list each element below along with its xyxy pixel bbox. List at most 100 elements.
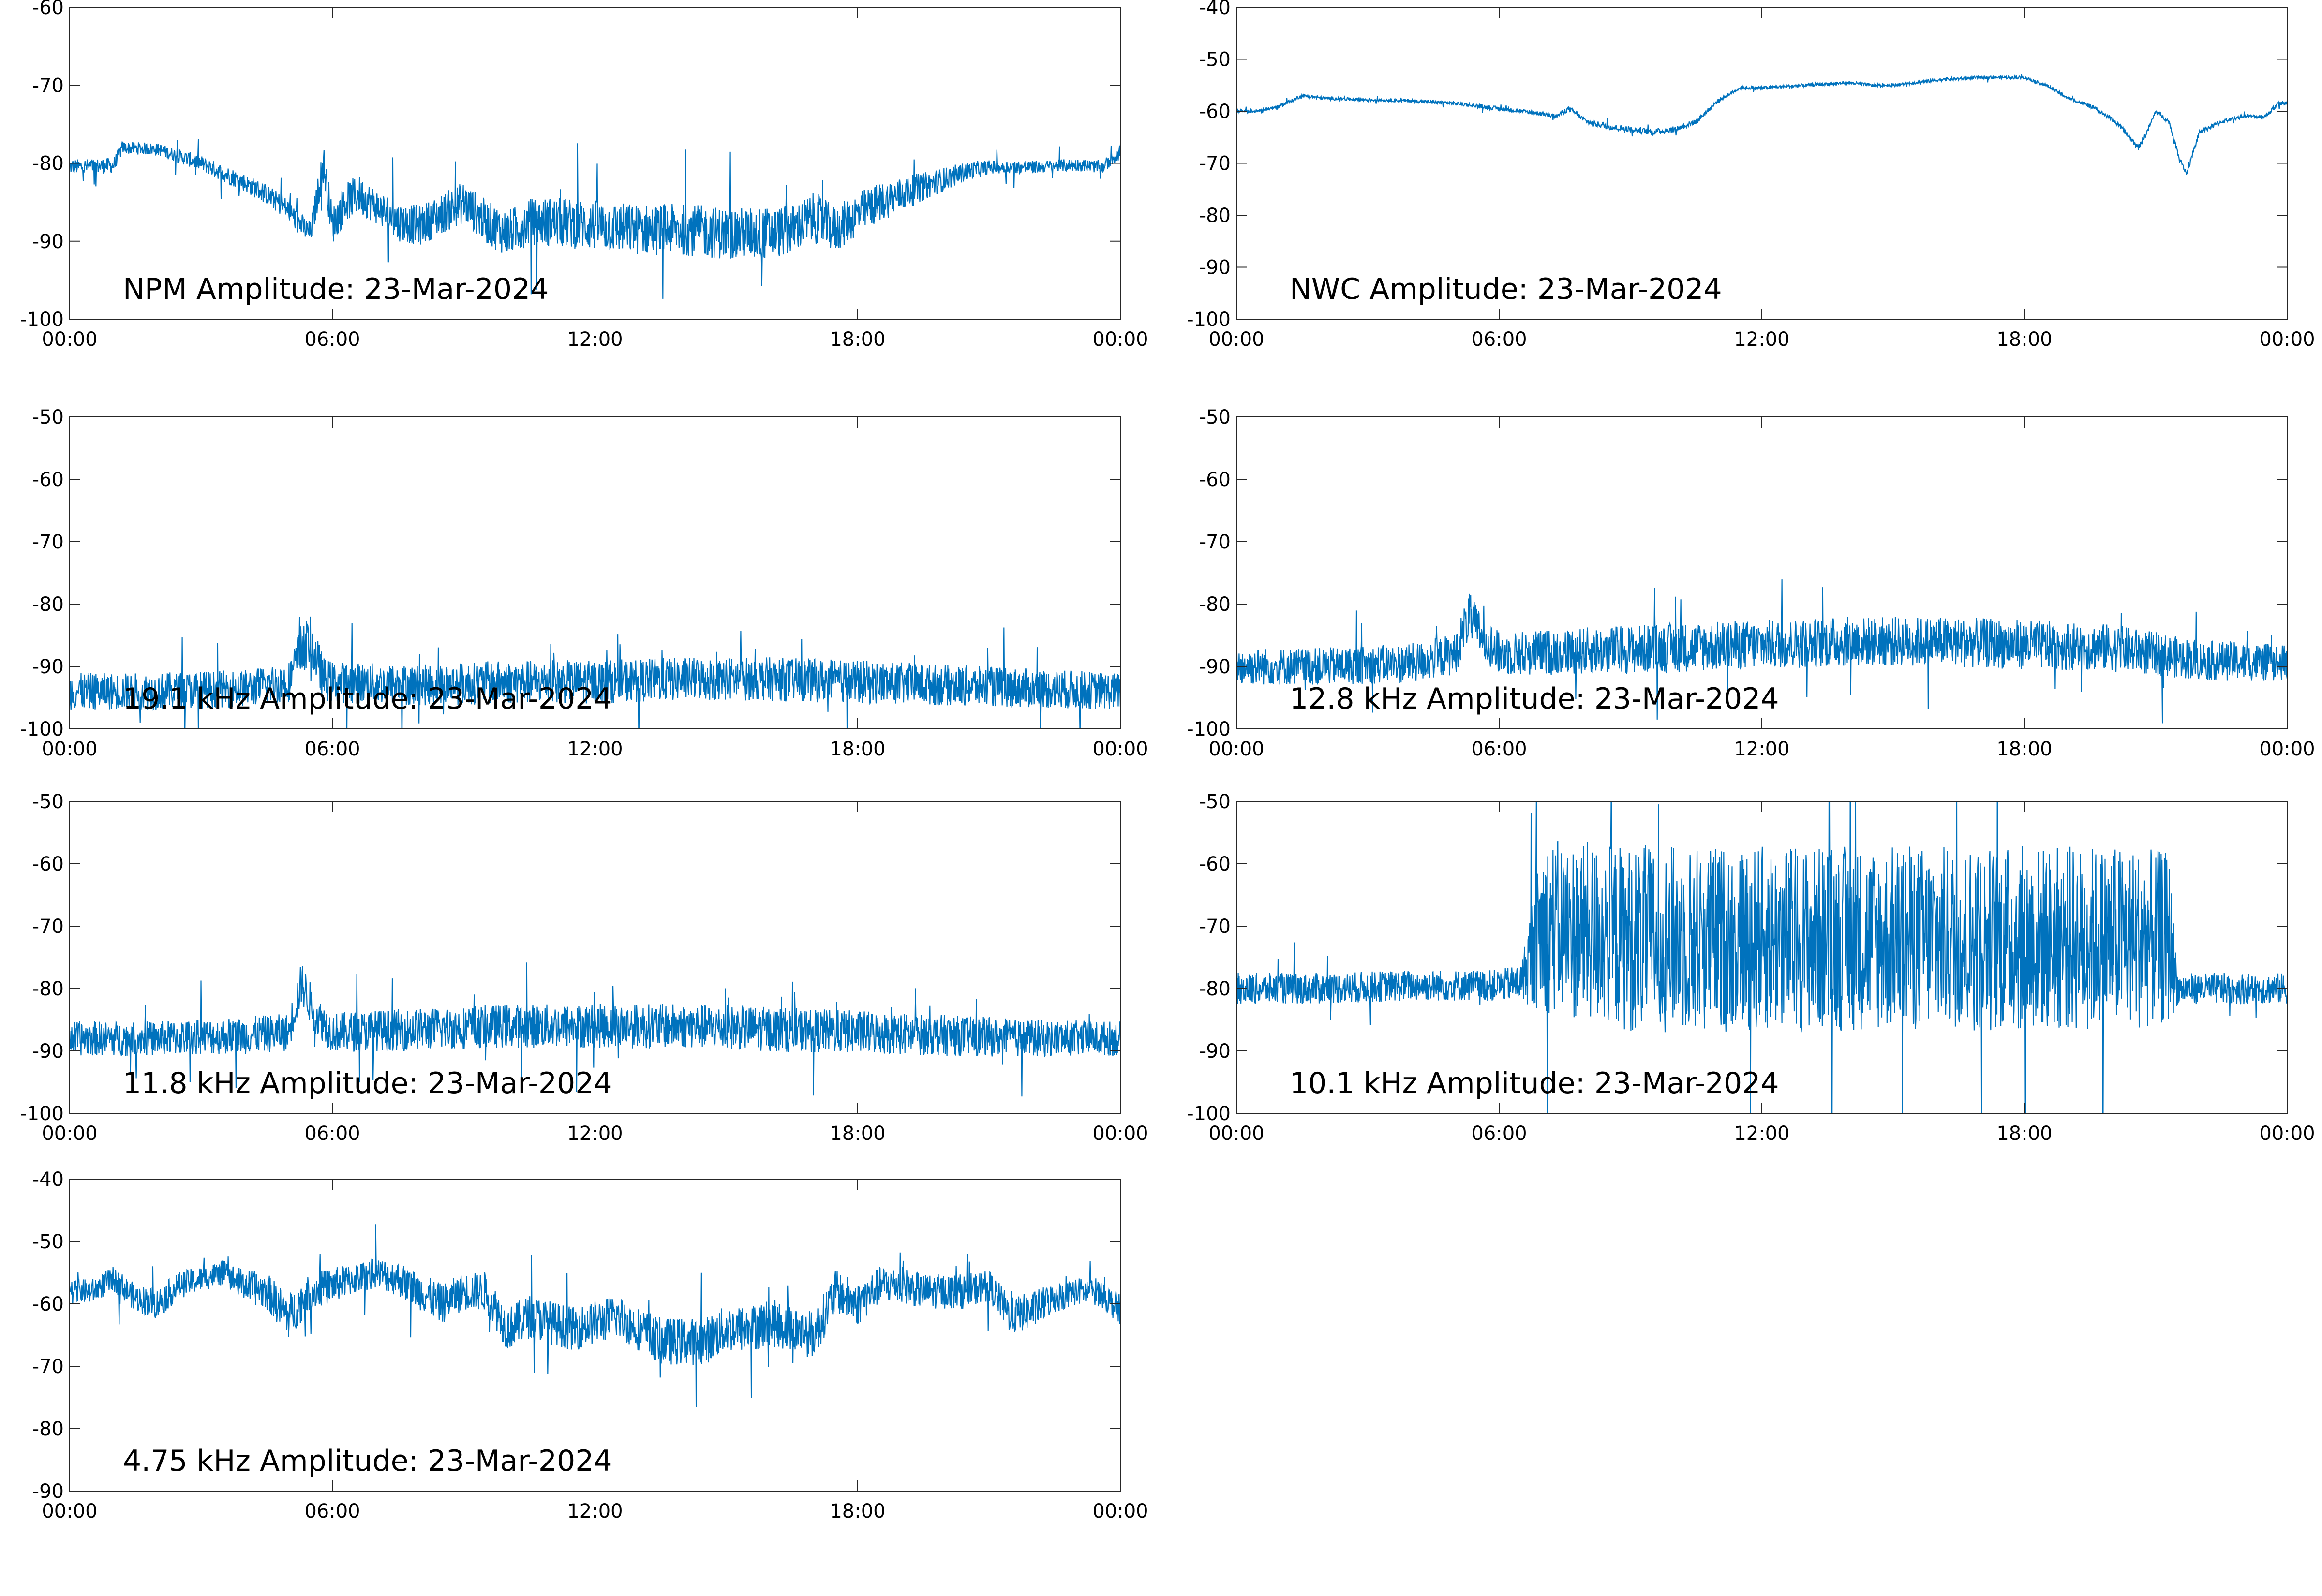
y-tick-label: -90	[32, 1040, 64, 1063]
chart-title: 4.75 kHz Amplitude: 23-Mar-2024	[123, 1444, 612, 1478]
chart-panel-3: 00:00 06:00 12:00 18:00 00:00 -50 -60 -70 -80 -90…	[20, 406, 1148, 760]
chart-title: 19.1 kHz Amplitude: 23-Mar-2024	[123, 682, 612, 716]
x-tick-label: 00:00	[1092, 328, 1148, 351]
y-tick-label: -90	[32, 1480, 64, 1503]
x-tick-label: 12:00	[567, 328, 623, 351]
series-line-1	[70, 616, 1120, 729]
y-tick-label: -60	[32, 0, 64, 19]
y-tick-label: -60	[1199, 101, 1231, 123]
y-tick-label: -50	[32, 1231, 64, 1253]
y-tick-label: -90	[1199, 656, 1231, 678]
y-tick-label: -40	[1199, 0, 1231, 19]
chart-title: NWC Amplitude: 23-Mar-2024	[1290, 272, 1722, 306]
x-tick-label: 00:00	[1208, 328, 1264, 351]
chart-panel-4: 00:00 06:00 12:00 18:00 00:00 -50 -60 -70 -80 -90…	[1187, 406, 2315, 760]
x-tick-label: 00:00	[42, 738, 97, 760]
y-tick-label: -60	[32, 469, 64, 491]
x-tick-label: 18:00	[1996, 1123, 2052, 1145]
y-tick-label: -70	[1199, 531, 1231, 553]
y-tick-label: -100	[1187, 718, 1231, 740]
y-tick-label: -90	[1199, 257, 1231, 279]
x-tick-label: 06:00	[304, 1123, 360, 1145]
y-tick-label: -80	[32, 1418, 64, 1440]
y-tick-label: -90	[32, 231, 64, 253]
y-tick-label: -80	[1199, 205, 1231, 227]
x-tick-label: 18:00	[830, 738, 885, 760]
y-tick-label: -100	[20, 309, 64, 331]
y-tick-label: -100	[20, 1103, 64, 1125]
series-line-1	[1236, 801, 2287, 1113]
chart-panel-5: 00:00 06:00 12:00 18:00 00:00 -50 -60 -70 -80 -90…	[20, 791, 1148, 1145]
x-tick-label: 12:00	[1734, 738, 1789, 760]
y-tick-label: -80	[32, 153, 64, 175]
x-tick-label: 06:00	[1471, 738, 1527, 760]
x-tick-label: 12:00	[567, 738, 623, 760]
y-tick-label: -60	[32, 1293, 64, 1315]
x-tick-label: 18:00	[830, 1500, 885, 1522]
x-tick-label: 12:00	[1734, 1123, 1789, 1145]
x-tick-label: 18:00	[1996, 328, 2052, 351]
x-tick-label: 12:00	[567, 1500, 623, 1522]
x-tick-label: 06:00	[1471, 1123, 1527, 1145]
y-tick-label: -60	[1199, 469, 1231, 491]
y-tick-label: -90	[1199, 1040, 1231, 1063]
y-tick-label: -60	[1199, 853, 1231, 875]
chart-panel-1: 00:00 06:00 12:00 18:00 00:00 -60 -70 -80 -90 -10…	[20, 0, 1148, 351]
chart-panel-7: 00:00 06:00 12:00 18:00 00:00 -40 -50 -60 -70 -80…	[32, 1168, 1148, 1522]
y-tick-label: -70	[32, 531, 64, 553]
x-tick-label: 00:00	[1092, 1500, 1148, 1522]
y-tick-label: -80	[32, 978, 64, 1000]
y-tick-label: -80	[1199, 978, 1231, 1000]
series-line-1	[70, 1224, 1120, 1408]
x-tick-label: 06:00	[1471, 328, 1527, 351]
x-tick-label: 00:00	[2259, 1123, 2315, 1145]
x-tick-label: 18:00	[830, 1123, 885, 1145]
x-tick-label: 00:00	[2259, 738, 2315, 760]
x-tick-label: 00:00	[1092, 738, 1148, 760]
chart-title: 12.8 kHz Amplitude: 23-Mar-2024	[1290, 682, 1779, 716]
x-tick-label: 06:00	[304, 738, 360, 760]
x-tick-label: 06:00	[304, 328, 360, 351]
x-tick-label: 00:00	[42, 1500, 97, 1522]
x-tick-label: 06:00	[304, 1500, 360, 1522]
y-tick-label: -100	[20, 718, 64, 740]
x-tick-label: 00:00	[1208, 738, 1264, 760]
chart-title: NPM Amplitude: 23-Mar-2024	[123, 272, 549, 306]
panels-layer: 00:00 06:00 12:00 18:00 00:00 -60 -70 -80 -90 -10…	[20, 0, 2315, 1522]
x-tick-label: 00:00	[1208, 1123, 1264, 1145]
chart-title: 10.1 kHz Amplitude: 23-Mar-2024	[1290, 1066, 1779, 1100]
chart-panel-2: 00:00 06:00 12:00 18:00 00:00 -40 -50 -60 -70 -80…	[1187, 0, 2315, 351]
y-tick-label: -40	[32, 1168, 64, 1191]
y-tick-label: -60	[32, 853, 64, 875]
x-tick-label: 00:00	[2259, 328, 2315, 351]
y-tick-label: -50	[1199, 791, 1231, 813]
y-tick-label: -90	[32, 656, 64, 678]
chart-title: 11.8 kHz Amplitude: 23-Mar-2024	[123, 1066, 612, 1100]
series-line-1	[1236, 74, 2287, 175]
y-tick-label: -80	[1199, 593, 1231, 616]
y-tick-label: -70	[32, 1356, 64, 1378]
y-tick-label: -50	[32, 406, 64, 429]
y-tick-label: -50	[32, 791, 64, 813]
y-tick-label: -50	[1199, 49, 1231, 71]
y-tick-label: -70	[1199, 153, 1231, 175]
series-line-1	[70, 962, 1120, 1097]
chart-panel-6: 00:00 06:00 12:00 18:00 00:00 -50 -60 -70 -80 -90…	[1187, 791, 2315, 1145]
x-tick-label: 12:00	[1734, 328, 1789, 351]
y-tick-label: -70	[1199, 916, 1231, 938]
x-tick-label: 12:00	[567, 1123, 623, 1145]
x-tick-label: 18:00	[830, 328, 885, 351]
x-tick-label: 00:00	[1092, 1123, 1148, 1145]
x-tick-label: 00:00	[42, 328, 97, 351]
series-line-1	[70, 139, 1120, 299]
series-line-1	[1236, 579, 2287, 724]
y-tick-label: -70	[32, 916, 64, 938]
y-tick-label: -100	[1187, 1103, 1231, 1125]
x-tick-label: 00:00	[42, 1123, 97, 1145]
y-tick-label: -80	[32, 593, 64, 616]
y-tick-label: -70	[32, 74, 64, 97]
x-tick-label: 18:00	[1996, 738, 2052, 760]
y-tick-label: -100	[1187, 309, 1231, 331]
